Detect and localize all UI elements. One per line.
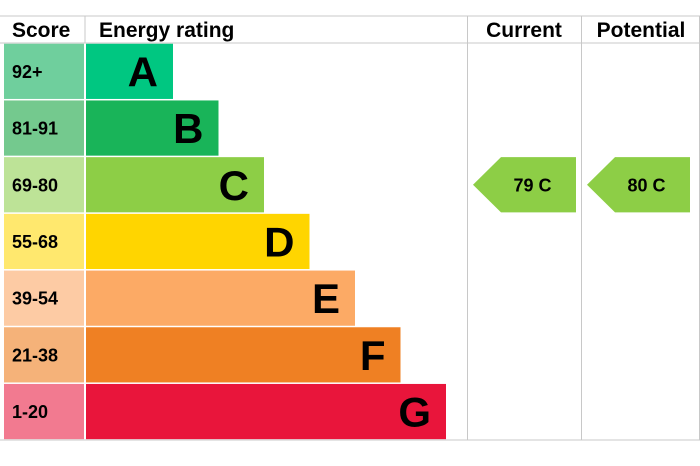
- rating-letter-c: C: [219, 162, 249, 209]
- score-label-e: 39-54: [12, 289, 58, 309]
- rating-bar-f: [86, 327, 401, 383]
- rating-letter-g: G: [398, 389, 431, 436]
- score-cell-d: [4, 213, 84, 270]
- rating-bar-c: [86, 157, 264, 213]
- score-cell-b: [4, 100, 84, 156]
- potential-rating-arrow: [587, 157, 690, 213]
- score-label-c: 69-80: [12, 175, 58, 195]
- rating-bar-d: [86, 213, 310, 270]
- score-label-b: 81-91: [12, 119, 58, 139]
- score-cell-g: [4, 383, 84, 440]
- header-potential: Potential: [597, 19, 686, 42]
- rating-bar-e: [86, 270, 355, 326]
- header-score: Score: [12, 19, 70, 42]
- potential-rating-label: 80 C: [627, 175, 665, 195]
- current-rating-arrow: [473, 157, 576, 213]
- score-cell-c: [4, 157, 84, 213]
- score-cell-e: [4, 270, 84, 326]
- score-cell-f: [4, 327, 84, 383]
- score-label-f: 21-38: [12, 345, 58, 365]
- rating-letter-b: B: [173, 105, 203, 152]
- score-label-g: 1-20: [12, 402, 48, 422]
- rating-letter-a: A: [128, 48, 158, 95]
- rating-bar-g: [86, 383, 446, 440]
- rating-bands: 92+ A 81-91 B 69-80 C 55-68 D 39-54 E 21-38 F 1-20 G: [4, 43, 446, 440]
- rating-letter-e: E: [312, 275, 340, 322]
- rating-letter-d: D: [264, 218, 294, 265]
- header-current: Current: [486, 19, 562, 42]
- rating-arrows: 79 C 80 C: [473, 157, 690, 213]
- header-energy-rating: Energy rating: [99, 19, 234, 42]
- score-label-d: 55-68: [12, 232, 58, 252]
- score-label-a: 92+: [12, 62, 43, 82]
- rating-bar-a: [86, 43, 173, 99]
- score-cell-a: [4, 43, 84, 99]
- rating-letter-f: F: [360, 332, 386, 379]
- rating-bar-b: [86, 100, 219, 156]
- current-rating-label: 79 C: [513, 175, 551, 195]
